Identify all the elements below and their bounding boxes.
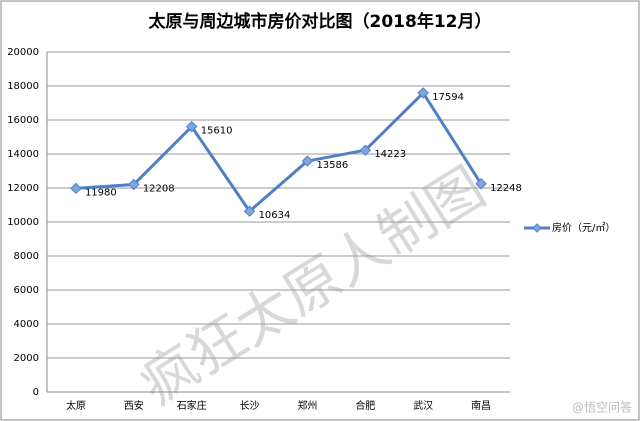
x-tick-label: 郑州 <box>297 399 317 412</box>
data-label: 17594 <box>432 92 464 103</box>
data-label: 12248 <box>490 183 522 194</box>
y-tick-label: 14000 <box>7 149 39 160</box>
y-tick-label: 4000 <box>14 319 39 330</box>
data-point <box>475 178 487 190</box>
x-tick-label: 南昌 <box>471 399 491 412</box>
y-tick-label: 20000 <box>7 47 39 58</box>
data-label: 10634 <box>259 210 291 221</box>
y-tick-label: 8000 <box>14 251 39 262</box>
x-tick-label: 西安 <box>124 399 144 412</box>
x-tick-label: 武汉 <box>413 399 433 412</box>
y-tick-label: 18000 <box>7 81 39 92</box>
y-tick-label: 16000 <box>7 115 39 126</box>
data-point <box>128 178 140 191</box>
y-tick-label: 12000 <box>7 183 39 194</box>
y-tick-label: 6000 <box>14 285 39 296</box>
y-tick-label: 0 <box>33 387 39 398</box>
x-tick-label: 长沙 <box>240 400 260 412</box>
x-tick-label: 石家庄 <box>177 399 207 412</box>
data-point <box>243 205 256 217</box>
legend-label: 房价（元/㎡） <box>552 221 615 234</box>
data-label: 13586 <box>316 160 348 171</box>
y-tick-label: 2000 <box>14 353 39 364</box>
data-label: 12208 <box>143 183 175 194</box>
x-tick-label: 太原 <box>66 399 86 412</box>
legend-marker <box>532 223 542 233</box>
data-label: 11980 <box>85 187 117 198</box>
data-label: 15610 <box>201 126 233 137</box>
chart-title: 太原与周边城市房价对比图（2018年12月） <box>149 11 492 32</box>
data-point <box>301 155 314 167</box>
data-point <box>417 87 429 99</box>
data-point <box>359 144 372 156</box>
x-tick-label: 合肥 <box>355 399 375 412</box>
data-label: 14223 <box>374 149 406 160</box>
y-tick-label: 10000 <box>7 217 39 228</box>
series-line <box>75 91 483 213</box>
data-point <box>185 120 198 133</box>
logo: @悟空问答 <box>572 400 632 415</box>
data-point <box>70 182 82 195</box>
